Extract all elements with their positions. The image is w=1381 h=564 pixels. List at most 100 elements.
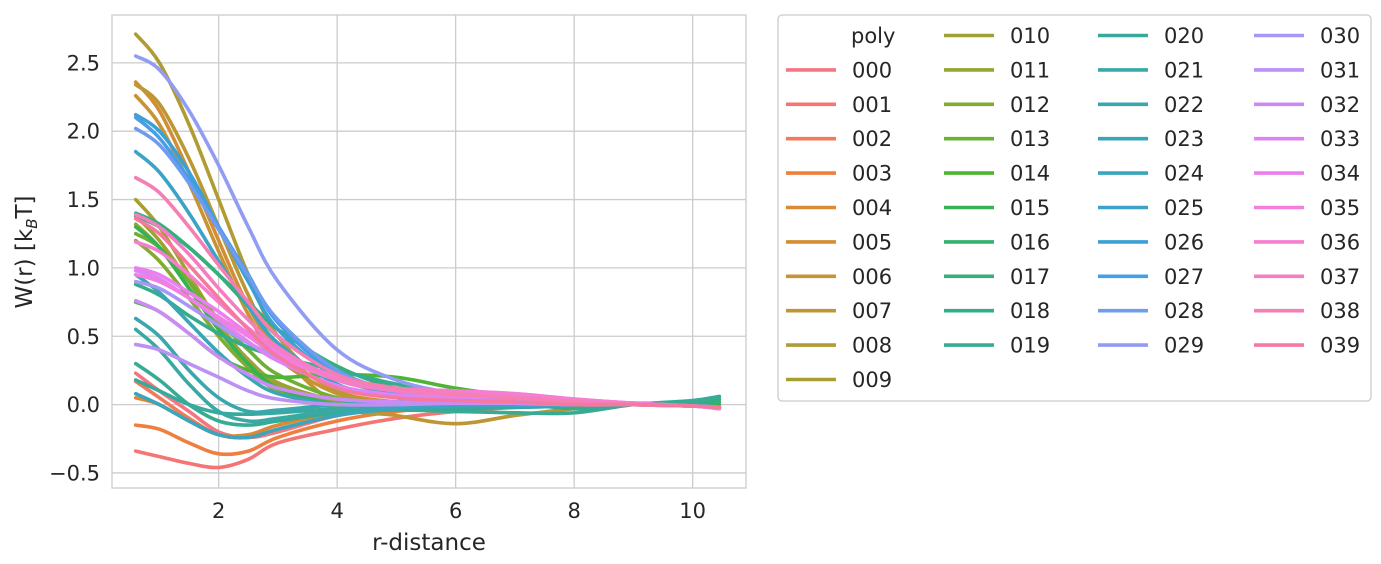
legend-label: 002 bbox=[852, 127, 892, 151]
legend-label: 024 bbox=[1164, 162, 1204, 186]
x-tick-labels: 2 4 6 8 10 bbox=[212, 499, 706, 523]
legend-item-002: 002 bbox=[786, 127, 892, 151]
legend-item-020: 020 bbox=[1098, 24, 1204, 48]
x-tick-label: 8 bbox=[567, 499, 580, 523]
legend-label: 000 bbox=[852, 58, 892, 82]
legend-item-024: 024 bbox=[1098, 162, 1204, 186]
legend-item-006: 006 bbox=[786, 265, 892, 289]
legend-item-035: 035 bbox=[1254, 196, 1360, 220]
legend-label: 001 bbox=[852, 93, 892, 117]
legend-label: 014 bbox=[1010, 162, 1050, 186]
y-tick-label: 0.0 bbox=[67, 393, 100, 417]
legend-label: 038 bbox=[1320, 299, 1360, 323]
legend-item-026: 026 bbox=[1098, 230, 1204, 254]
legend-label: 019 bbox=[1010, 334, 1050, 358]
legend-item-038: 038 bbox=[1254, 299, 1360, 323]
y-axis-label-main: W(r) [k bbox=[12, 228, 38, 308]
legend-label: 018 bbox=[1010, 299, 1050, 323]
legend-item-009: 009 bbox=[786, 368, 892, 392]
legend-item-018: 018 bbox=[944, 299, 1050, 323]
legend: 000 001 002 003 004 005 006 007 008 009 010 011 012 0… bbox=[786, 24, 1360, 392]
legend-item-027: 027 bbox=[1098, 265, 1204, 289]
legend-label: 020 bbox=[1164, 24, 1204, 48]
legend-label: 010 bbox=[1010, 24, 1050, 48]
legend-label: 009 bbox=[852, 368, 892, 392]
legend-item-033: 033 bbox=[1254, 127, 1360, 151]
legend-item-011: 011 bbox=[944, 58, 1050, 82]
legend-item-021: 021 bbox=[1098, 58, 1204, 82]
legend-label: 023 bbox=[1164, 127, 1204, 151]
legend-item-028: 028 bbox=[1098, 299, 1204, 323]
legend-label: 034 bbox=[1320, 162, 1360, 186]
legend-label: 027 bbox=[1164, 265, 1204, 289]
legend-label: 012 bbox=[1010, 93, 1050, 117]
legend-label: 006 bbox=[852, 265, 892, 289]
legend-label: 037 bbox=[1320, 265, 1360, 289]
legend-label: 026 bbox=[1164, 230, 1204, 254]
y-axis-label: W(r) [kBT] bbox=[12, 195, 41, 308]
legend-item-001: 001 bbox=[786, 93, 892, 117]
legend-item-010: 010 bbox=[944, 24, 1050, 48]
legend-label: 003 bbox=[852, 162, 892, 186]
legend-item-017: 017 bbox=[944, 265, 1050, 289]
legend-label: 017 bbox=[1010, 265, 1050, 289]
legend-item-007: 007 bbox=[786, 299, 892, 323]
x-tick-label: 2 bbox=[212, 499, 225, 523]
legend-label: 028 bbox=[1164, 299, 1204, 323]
y-tick-label: −0.5 bbox=[49, 461, 100, 485]
legend-item-015: 015 bbox=[944, 196, 1050, 220]
legend-label: 013 bbox=[1010, 127, 1050, 151]
legend-label: 008 bbox=[852, 334, 892, 358]
x-tick-label: 6 bbox=[449, 499, 462, 523]
legend-item-022: 022 bbox=[1098, 93, 1204, 117]
legend-label: 031 bbox=[1320, 58, 1360, 82]
legend-item-023: 023 bbox=[1098, 127, 1204, 151]
y-tick-label: 0.5 bbox=[67, 325, 100, 349]
legend-item-019: 019 bbox=[944, 334, 1050, 358]
legend-item-003: 003 bbox=[786, 162, 892, 186]
x-tick-label: 10 bbox=[679, 499, 706, 523]
legend-item-036: 036 bbox=[1254, 230, 1360, 254]
legend-label: 004 bbox=[852, 196, 892, 220]
legend-item-014: 014 bbox=[944, 162, 1050, 186]
legend-label: 039 bbox=[1320, 334, 1360, 358]
y-tick-label: 2.0 bbox=[67, 120, 100, 144]
y-axis-label-subscript: B bbox=[23, 218, 41, 228]
legend-frame bbox=[777, 14, 1372, 402]
y-tick-label: 1.5 bbox=[67, 188, 100, 212]
legend-item-032: 032 bbox=[1254, 93, 1360, 117]
legend-label: 036 bbox=[1320, 230, 1360, 254]
x-tick-label: 4 bbox=[330, 499, 343, 523]
legend-label: 035 bbox=[1320, 196, 1360, 220]
legend-label: 011 bbox=[1010, 58, 1050, 82]
legend-item-039: 039 bbox=[1254, 334, 1360, 358]
legend-label: 015 bbox=[1010, 196, 1050, 220]
legend-item-016: 016 bbox=[944, 230, 1050, 254]
legend-item-004: 004 bbox=[786, 196, 892, 220]
legend-label: 016 bbox=[1010, 230, 1050, 254]
legend-item-031: 031 bbox=[1254, 58, 1360, 82]
legend-label: 030 bbox=[1320, 24, 1360, 48]
legend-item-037: 037 bbox=[1254, 265, 1360, 289]
y-tick-labels: −0.5 0.0 0.5 1.0 1.5 2.0 2.5 bbox=[49, 51, 100, 485]
legend-label: 029 bbox=[1164, 334, 1204, 358]
legend-label: 032 bbox=[1320, 93, 1360, 117]
plot-frame bbox=[111, 14, 747, 489]
series-line-039 bbox=[133, 216, 722, 410]
y-axis-label-end: T] bbox=[12, 195, 38, 219]
legend-item-000: 000 bbox=[786, 58, 892, 82]
legend-label: 025 bbox=[1164, 196, 1204, 220]
legend-label: 005 bbox=[852, 230, 892, 254]
legend-item-025: 025 bbox=[1098, 196, 1204, 220]
legend-item-029: 029 bbox=[1098, 334, 1204, 358]
legend-label: 033 bbox=[1320, 127, 1360, 151]
y-tick-label: 2.5 bbox=[67, 51, 100, 75]
series-lines bbox=[133, 32, 722, 470]
legend-item-005: 005 bbox=[786, 230, 892, 254]
legend-item-008: 008 bbox=[786, 334, 892, 358]
legend-label: 022 bbox=[1164, 93, 1204, 117]
legend-item-030: 030 bbox=[1254, 24, 1360, 48]
y-tick-label: 1.0 bbox=[67, 256, 100, 280]
legend-item-012: 012 bbox=[944, 93, 1050, 117]
